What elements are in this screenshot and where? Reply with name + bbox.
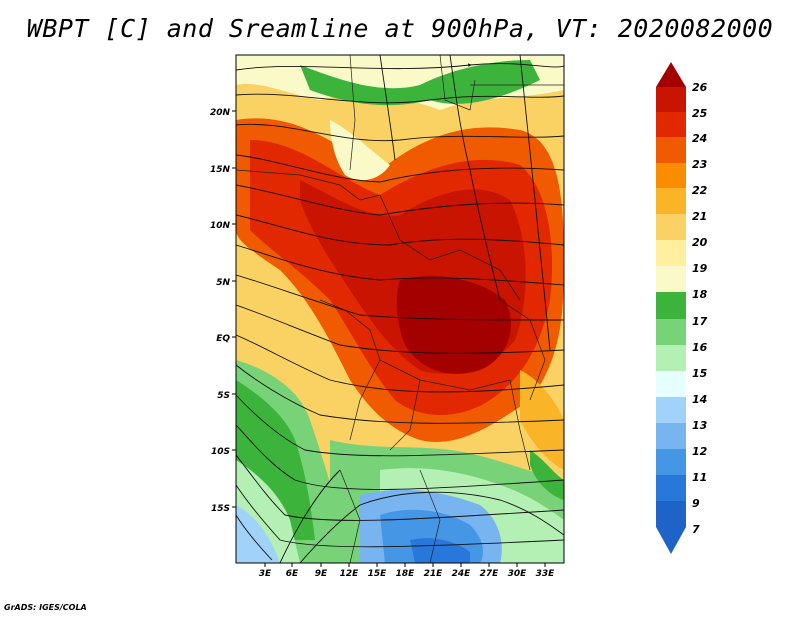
colorbar-label: 11: [692, 471, 707, 484]
chart-title: WBPT [C] and Sreamline at 900hPa, VT: 20…: [26, 14, 774, 43]
lat-label: 10S: [211, 447, 230, 457]
lat-tick-10S: 10S: [211, 447, 236, 457]
colorbar-swatch: [656, 188, 686, 214]
colorbar-label: 13: [692, 419, 708, 432]
lat-label: 15S: [211, 504, 230, 514]
colorbar-label: 7: [692, 523, 700, 536]
lon-label: 30E: [508, 569, 528, 579]
colorbar-swatch: [656, 345, 686, 371]
lon-tick-15E: 15E: [368, 563, 388, 579]
lon-tick-12E: 12E: [340, 563, 360, 579]
lon-label: 6E: [286, 569, 299, 579]
colorbar-label: 26: [692, 81, 708, 94]
lat-axis: 20N 15N 10N 5N EQ 5S 10S 15S: [210, 108, 236, 514]
lat-label: EQ: [216, 334, 230, 344]
lat-tick-15N: 15N: [210, 165, 236, 175]
lon-tick-3E: 3E: [259, 563, 272, 579]
lat-label: 20N: [210, 108, 231, 118]
colorbar-swatch: [656, 475, 686, 501]
lon-tick-21E: 21E: [424, 563, 444, 579]
colorbar-swatch: [656, 266, 686, 292]
streamlines: [236, 55, 564, 563]
lon-tick-24E: 24E: [452, 563, 472, 579]
lat-label: 5N: [216, 278, 230, 288]
colorbar-swatch: [656, 501, 686, 527]
colorbar-bottom-arrow: [656, 527, 686, 554]
colorbar-swatch: [656, 240, 686, 266]
colorbar-swatch: [656, 319, 686, 345]
colorbar-swatch: [656, 371, 686, 397]
colorbar-label: 17: [692, 315, 708, 328]
lat-tick-15S: 15S: [211, 504, 236, 514]
lon-label: 3E: [259, 569, 272, 579]
lon-label: 24E: [452, 569, 472, 579]
lat-tick-EQ: EQ: [216, 334, 236, 344]
lon-tick-27E: 27E: [480, 563, 500, 579]
lon-label: 12E: [340, 569, 360, 579]
colorbar-swatch: [656, 112, 686, 137]
colorbar-label: 9: [692, 497, 700, 510]
colorbar-swatch: [656, 397, 686, 423]
lat-tick-5S: 5S: [217, 391, 236, 401]
colorbar-label: 16: [692, 341, 708, 354]
lon-tick-9E: 9E: [315, 563, 328, 579]
colorbar-swatch: [656, 423, 686, 449]
colorbar-swatch: [656, 137, 686, 163]
lon-tick-30E: 30E: [508, 563, 528, 579]
colorbar-swatch: [656, 292, 686, 319]
lon-axis: 3E 6E 9E 12E 15E 18E 21E 24E 27E 30E 33E: [259, 563, 555, 579]
lat-label: 15N: [210, 165, 231, 175]
lat-tick-20N: 20N: [210, 108, 236, 118]
colorbar-label: 24: [692, 132, 707, 145]
map-frame: [235, 54, 565, 564]
software-credit: GrADS: IGES/COLA: [4, 603, 87, 612]
colorbar-label: 25: [692, 107, 708, 120]
lon-label: 18E: [396, 569, 416, 579]
colorbar-label: 21: [692, 210, 707, 223]
colorbar: 26 25 24 23 22 21 20 19 18 17 16 15 14 1…: [656, 62, 708, 554]
colorbar-swatch: [656, 163, 686, 188]
colorbar-label: 18: [692, 288, 708, 301]
colorbar-swatches: [656, 87, 686, 527]
colorbar-swatch: [656, 449, 686, 475]
lon-label: 27E: [480, 569, 500, 579]
colorbar-label: 22: [692, 184, 708, 197]
lat-label: 5S: [217, 391, 230, 401]
lon-label: 33E: [536, 569, 556, 579]
lat-label: 10N: [210, 221, 231, 231]
colorbar-label: 19: [692, 262, 708, 275]
lon-label: 9E: [315, 569, 328, 579]
colorbar-labels: 26 25 24 23 22 21 20 19 18 17 16 15 14 1…: [692, 81, 708, 536]
colorbar-top-arrow: [656, 62, 686, 87]
lon-label: 21E: [424, 569, 444, 579]
colorbar-label: 12: [692, 445, 708, 458]
colorbar-label: 20: [692, 236, 708, 249]
country-borders: [236, 55, 564, 563]
lat-tick-5N: 5N: [216, 278, 236, 288]
colorbar-swatch: [656, 214, 686, 240]
lat-tick-10N: 10N: [210, 221, 236, 231]
lon-label: 15E: [368, 569, 388, 579]
lon-tick-33E: 33E: [536, 563, 556, 579]
colorbar-label: 14: [692, 393, 707, 406]
lon-tick-18E: 18E: [396, 563, 416, 579]
lon-tick-6E: 6E: [286, 563, 299, 579]
colorbar-swatch: [656, 87, 686, 112]
colorbar-label: 15: [692, 367, 708, 380]
wbpt-field: [236, 55, 564, 563]
colorbar-label: 23: [692, 158, 708, 171]
